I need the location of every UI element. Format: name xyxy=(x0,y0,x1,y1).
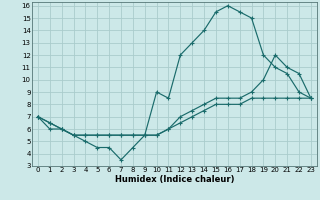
X-axis label: Humidex (Indice chaleur): Humidex (Indice chaleur) xyxy=(115,175,234,184)
